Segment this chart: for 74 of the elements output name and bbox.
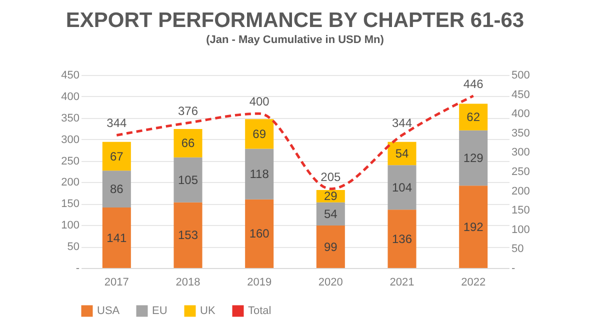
y-tick-label: 200 [61, 176, 80, 189]
data-label: 160 [249, 226, 270, 241]
y-tick-label: 350 [61, 112, 80, 124]
data-label: 400 [249, 94, 270, 109]
data-label: 344 [106, 116, 127, 130]
y2-tick-label: - [512, 262, 516, 274]
data-label: 69 [252, 126, 266, 141]
y-tick-label: 300 [61, 134, 80, 146]
bar [102, 208, 131, 268]
chart-title: EXPORT PERFORMANCE BY CHAPTER 61-63 [66, 9, 524, 32]
data-label: 29 [324, 189, 338, 204]
data-label: 105 [178, 172, 198, 187]
bar [388, 210, 416, 268]
y-tick-label: 400 [61, 90, 80, 103]
y2-tick-label: 250 [512, 166, 530, 178]
data-label: 153 [178, 228, 198, 242]
x-tick-label: 2018 [176, 276, 200, 288]
y2-tick-label: 50 [512, 243, 524, 256]
y-tick-label: 100 [61, 220, 80, 232]
data-label: 118 [250, 167, 270, 182]
legend-label: EU [152, 305, 168, 317]
y-tick-label: 150 [61, 198, 80, 210]
bar [388, 142, 416, 166]
bar [245, 119, 274, 149]
y2-tick-label: 500 [512, 70, 530, 82]
data-label: 192 [463, 220, 484, 234]
data-label: 54 [324, 206, 338, 221]
legend-label: Total [248, 305, 272, 317]
data-label: 62 [466, 110, 480, 124]
y-tick-label: - [76, 262, 80, 274]
y-tick-label: 250 [61, 155, 80, 168]
bar [174, 202, 202, 268]
data-label: 136 [392, 232, 412, 246]
data-label: 141 [106, 230, 127, 245]
x-tick-label: 2017 [104, 276, 129, 288]
chart-subtitle: (Jan - May Cumulative in USD Mn) [206, 34, 384, 46]
bar [245, 148, 274, 200]
bar [102, 142, 131, 171]
y2-tick-label: 350 [512, 127, 530, 140]
bar [459, 104, 488, 130]
data-label: 446 [463, 76, 484, 91]
data-label: 376 [178, 104, 198, 118]
y2-tick-label: 150 [512, 204, 530, 217]
x-tick-label: 2021 [390, 276, 414, 288]
data-label: 66 [181, 136, 195, 150]
bar [245, 199, 274, 268]
data-label: 104 [392, 180, 412, 194]
y-tick-label: 50 [67, 241, 80, 254]
bar [459, 130, 488, 186]
data-label: 67 [110, 149, 124, 164]
x-tick-label: 2019 [247, 276, 272, 288]
y-tick-label: 450 [61, 70, 80, 82]
data-label: 205 [320, 170, 341, 184]
x-tick-label: 2020 [318, 276, 343, 288]
bar [174, 157, 202, 202]
bar [316, 226, 345, 268]
y2-tick-label: 200 [512, 185, 530, 198]
x-tick-label: 2022 [461, 276, 486, 288]
data-label: 99 [324, 240, 338, 254]
data-label: 86 [110, 182, 124, 196]
data-label: 54 [395, 146, 409, 160]
data-label: 129 [463, 150, 484, 165]
legend-label: UK [200, 305, 216, 317]
y2-tick-label: 450 [512, 88, 530, 101]
y2-tick-label: 400 [512, 108, 530, 120]
y2-tick-label: 300 [512, 146, 530, 159]
bar [388, 165, 416, 210]
data-label: 344 [392, 116, 412, 130]
bar [316, 202, 345, 226]
bar [174, 129, 202, 158]
y2-tick-label: 100 [512, 224, 530, 236]
bar [459, 186, 488, 268]
bar [102, 170, 131, 208]
legend-label: USA [97, 305, 120, 317]
